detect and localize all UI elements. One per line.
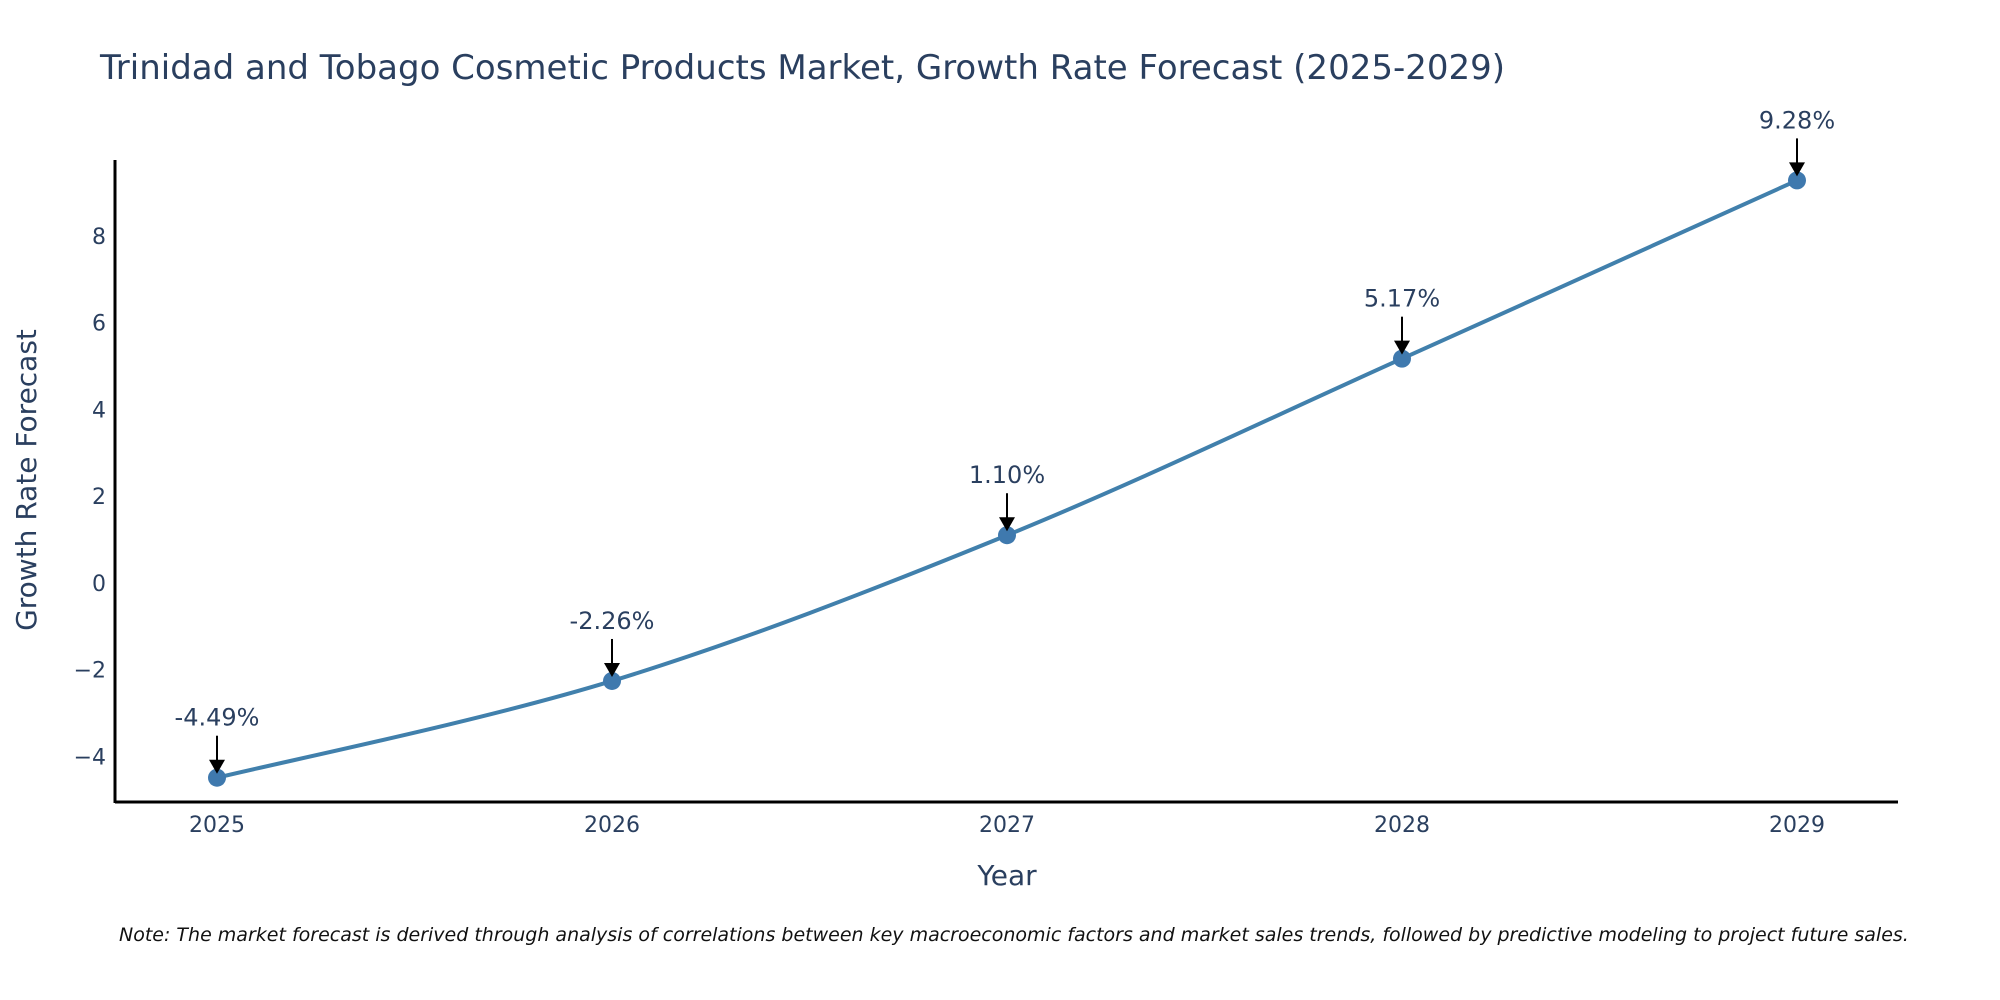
markers (208, 171, 1806, 787)
annotation-arrow-head (209, 759, 225, 774)
annotation-arrow-head (999, 517, 1015, 532)
data-point-2029 (1788, 171, 1806, 190)
data-label: 5.17% (1364, 285, 1440, 313)
y-tick-labels: −4 −2 0 2 4 6 8 (74, 225, 106, 771)
annotation-2029: 9.28% (1759, 106, 1835, 177)
x-tick-label: 2028 (1374, 813, 1430, 838)
annotation-2027: 1.10% (969, 461, 1045, 532)
annotation-arrow-head (1789, 162, 1805, 177)
y-tick-label: 8 (92, 225, 106, 250)
annotation-2028: 5.17% (1364, 285, 1440, 355)
annotation-arrow-head (604, 662, 620, 677)
data-point-2025 (208, 768, 226, 787)
x-tick-label: 2029 (1769, 813, 1825, 838)
x-axis-title: Year (976, 859, 1037, 892)
footnote: Note: The market forecast is derived thr… (119, 924, 1909, 946)
x-tick-labels: 2025 2026 2027 2028 2029 (189, 813, 1825, 838)
data-point-2026 (603, 671, 621, 690)
data-label: -2.26% (570, 607, 655, 635)
x-tick-label: 2025 (189, 813, 245, 838)
y-tick-label: 4 (92, 398, 106, 423)
chart-title: Trinidad and Tobago Cosmetic Products Ma… (99, 48, 1505, 88)
x-tick-label: 2026 (584, 813, 640, 838)
data-labels: -4.49% -2.26% 1.10% 5.17% 9.28% (175, 106, 1835, 774)
data-point-2028 (1393, 349, 1411, 368)
y-tick-label: 2 (92, 485, 106, 510)
data-label: 9.28% (1759, 106, 1835, 134)
data-label: 1.10% (969, 461, 1045, 489)
y-tick-label: −4 (74, 745, 106, 770)
annotation-2025: -4.49% (175, 704, 260, 774)
data-label: -4.49% (175, 704, 260, 732)
y-tick-label: −2 (74, 659, 106, 684)
y-axis-title: Growth Rate Forecast (10, 329, 43, 631)
data-point-2027 (998, 526, 1016, 545)
y-tick-label: 6 (92, 312, 106, 337)
y-tick-label: 0 (92, 572, 106, 597)
plot-area: -4.49% -2.26% 1.10% 5.17% 9.28% (175, 106, 1835, 787)
annotation-arrow-head (1394, 340, 1410, 355)
annotation-2026: -2.26% (570, 607, 655, 677)
x-tick-label: 2027 (979, 813, 1035, 838)
